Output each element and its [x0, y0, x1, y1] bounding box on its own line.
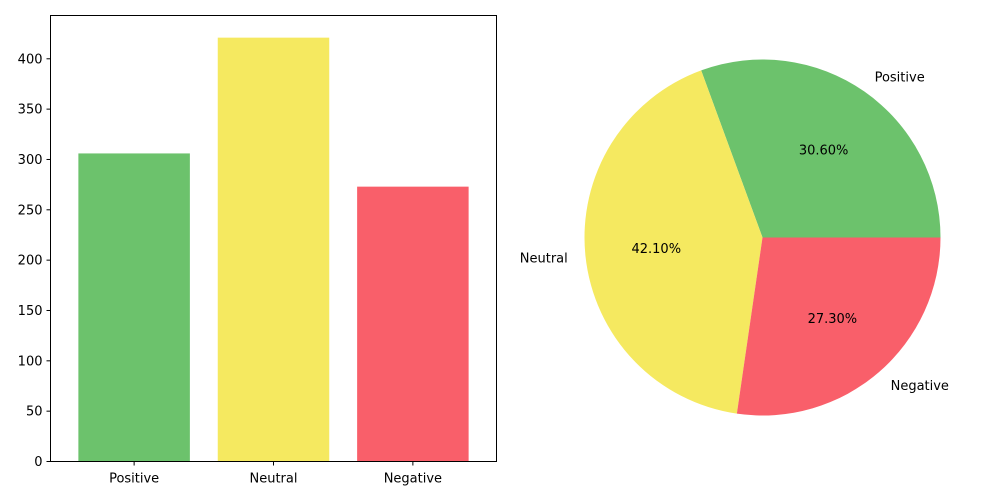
x-axis: Positive Neutral Negative — [109, 461, 442, 487]
pie-label: Negative — [891, 379, 949, 394]
pie-slice-negative — [736, 237, 941, 416]
y-tick-label: 50 — [26, 405, 43, 420]
pie-percent-label: 27.30% — [808, 312, 858, 327]
y-tick-label: 350 — [18, 103, 43, 118]
y-tick-label: 250 — [18, 203, 43, 218]
bar-negative — [357, 186, 469, 462]
pie-slice-neutral — [584, 70, 763, 414]
x-tick-label: Negative — [384, 472, 442, 487]
bar-marks — [78, 37, 469, 462]
plot-frame — [50, 15, 497, 462]
y-tick-label: 0 — [34, 455, 42, 470]
y-tick-label: 150 — [18, 304, 43, 319]
pie-labels: Positive 30.60% Neutral 42.10% Negative 27.30… — [520, 70, 949, 394]
bar-chart: 0 50 100 150 200 250 300 350 400 Positive Neutral… — [18, 15, 497, 487]
y-tick-label: 400 — [18, 52, 43, 67]
x-tick-label: Neutral — [250, 472, 298, 487]
pie-chart: Positive 30.60% Neutral 42.10% Negative 27.30… — [520, 59, 949, 416]
pie-percent-label: 42.10% — [631, 242, 681, 257]
x-tick-label: Positive — [109, 472, 159, 487]
y-axis: 0 50 100 150 200 250 300 350 400 — [18, 52, 51, 470]
bar-positive — [78, 153, 190, 462]
y-tick-label: 300 — [18, 153, 43, 168]
pie-percent-label: 30.60% — [799, 143, 849, 158]
bar-neutral — [217, 37, 330, 462]
pie-slices — [584, 59, 941, 416]
pie-slice-positive — [701, 59, 941, 238]
pie-label: Neutral — [520, 251, 568, 266]
pie-label: Positive — [875, 70, 925, 85]
y-tick-label: 200 — [18, 254, 43, 269]
y-tick-label: 100 — [18, 354, 43, 369]
